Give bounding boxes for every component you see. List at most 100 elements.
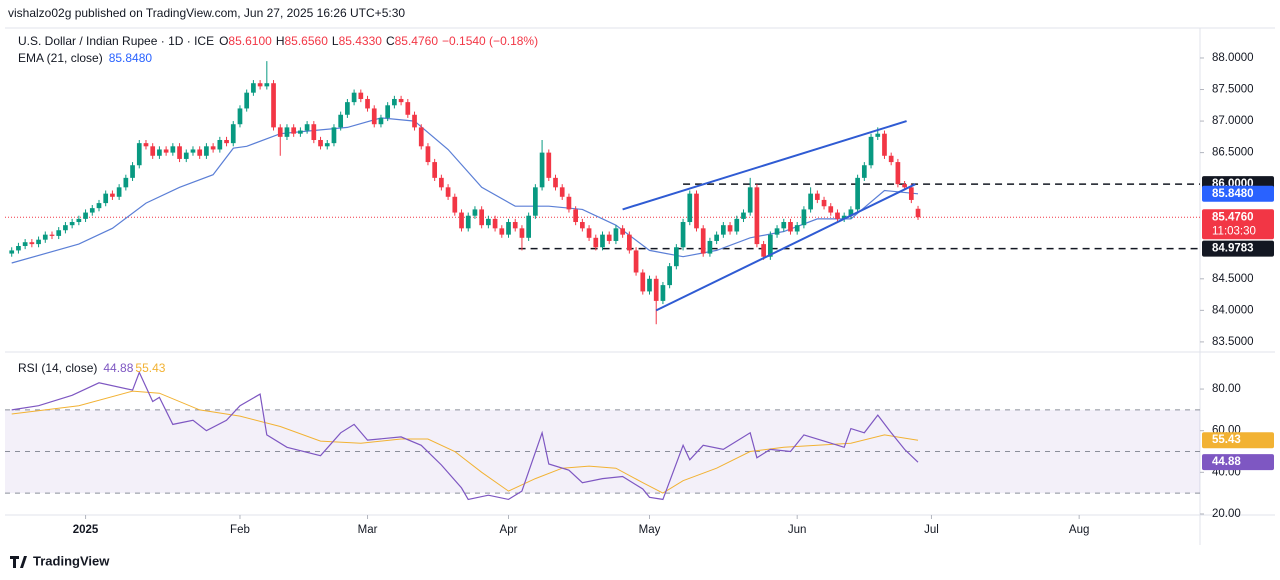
x-tick-label: May	[639, 524, 661, 536]
candle-body	[392, 98, 397, 106]
candle-body	[512, 222, 518, 229]
candle-body	[714, 234, 719, 241]
trendline	[655, 183, 916, 312]
x-tick-label: Jun	[788, 524, 807, 536]
ohlc-key: C	[386, 34, 395, 48]
logo-mark	[10, 556, 27, 568]
candle-body	[808, 193, 813, 210]
x-tick-label: 2025	[73, 524, 99, 536]
last-price-box	[1202, 209, 1274, 240]
rsi-ma-label-text: 55.43	[1212, 434, 1241, 446]
candle-body	[22, 242, 28, 246]
candle-body	[761, 244, 766, 257]
rsi-legend: RSI (14, close) 44.88 55.43	[18, 361, 166, 375]
candle-body	[586, 228, 592, 238]
candle-body	[606, 234, 612, 241]
candle-body	[700, 228, 706, 254]
candle-body	[143, 143, 149, 147]
candle-body	[277, 127, 283, 137]
candle-body	[291, 127, 297, 134]
candle-body	[170, 146, 176, 153]
y-tick-label: 86.5000	[1212, 147, 1254, 159]
candle-body	[828, 206, 834, 213]
candle-body	[251, 83, 256, 93]
candle-body	[694, 193, 699, 229]
candle-body	[163, 149, 169, 153]
rsi-line	[11, 370, 919, 501]
candle-body	[459, 212, 464, 229]
candle-body	[479, 209, 485, 226]
candle-body	[351, 92, 357, 103]
candle-body	[774, 228, 780, 235]
candle-body	[338, 114, 344, 128]
candle-body	[230, 124, 236, 144]
candle-body	[539, 152, 545, 188]
candle-body	[16, 245, 21, 251]
candle-body	[788, 222, 793, 232]
trendline	[622, 120, 907, 211]
candle-body	[318, 139, 323, 147]
rsi-label-box	[1202, 454, 1274, 471]
candle-body	[647, 278, 652, 292]
candle-body	[734, 218, 740, 232]
candle-body	[398, 98, 404, 103]
candle-body	[257, 83, 263, 87]
candle-body	[801, 209, 807, 226]
last-price-text: 85.4760	[1212, 211, 1254, 223]
candle-body	[559, 187, 565, 197]
candle-body	[627, 234, 632, 251]
candle-body	[707, 240, 713, 254]
candle-body	[190, 149, 196, 153]
candle-body	[298, 130, 303, 134]
candle-body	[69, 222, 75, 226]
x-tick-label: Apr	[500, 524, 518, 536]
ohlc-key: H	[276, 34, 285, 48]
candle-body	[418, 127, 424, 147]
candle-body	[244, 92, 250, 109]
candle-body	[653, 278, 659, 301]
ema-name: EMA (21, close)	[18, 51, 103, 65]
candle-body	[439, 177, 444, 188]
change: −0.1540 (−0.18%)	[442, 34, 538, 48]
ema-label-box	[1202, 185, 1274, 202]
candle-body	[727, 225, 733, 232]
candle-body	[36, 239, 41, 245]
candle-body	[311, 124, 317, 140]
candle-body	[96, 203, 102, 209]
candle-body	[821, 199, 827, 207]
candle-body	[264, 83, 270, 87]
rsi-y-tick-label: 80.00	[1212, 383, 1241, 395]
candle-body	[794, 225, 800, 232]
candle-body	[593, 237, 599, 248]
candle-body	[486, 218, 491, 226]
candle-body	[358, 92, 364, 99]
candle-body	[580, 222, 585, 229]
candle-body	[183, 152, 189, 159]
ohlc-value: 85.4760	[395, 34, 439, 48]
candle-body	[150, 146, 156, 156]
candle-body	[855, 177, 860, 210]
rsi-label-text: 44.88	[1212, 456, 1241, 468]
candle-body	[42, 234, 48, 240]
candle-body	[553, 177, 558, 188]
candle-body	[284, 127, 290, 137]
ohlc-key: L	[332, 34, 339, 48]
candle-body	[331, 127, 337, 144]
symbol-legend: U.S. Dollar / Indian Rupee · 1D · ICE O85…	[18, 34, 538, 48]
candle-body	[835, 212, 840, 219]
candle-body	[781, 222, 787, 229]
rsi-ma-label-box	[1202, 432, 1274, 449]
candle-body	[908, 187, 914, 200]
candle-body	[9, 250, 15, 254]
candle-body	[566, 196, 572, 210]
candle-body	[747, 187, 753, 213]
rsi-ma-line	[11, 390, 919, 494]
candle-body	[506, 222, 511, 235]
candle-body	[432, 162, 438, 178]
ohlc-value: 85.6560	[284, 34, 328, 48]
rsi-y-tick-label: 20.00	[1212, 508, 1241, 520]
candle-body	[895, 162, 901, 185]
ema-label-text: 85.8480	[1212, 188, 1254, 200]
